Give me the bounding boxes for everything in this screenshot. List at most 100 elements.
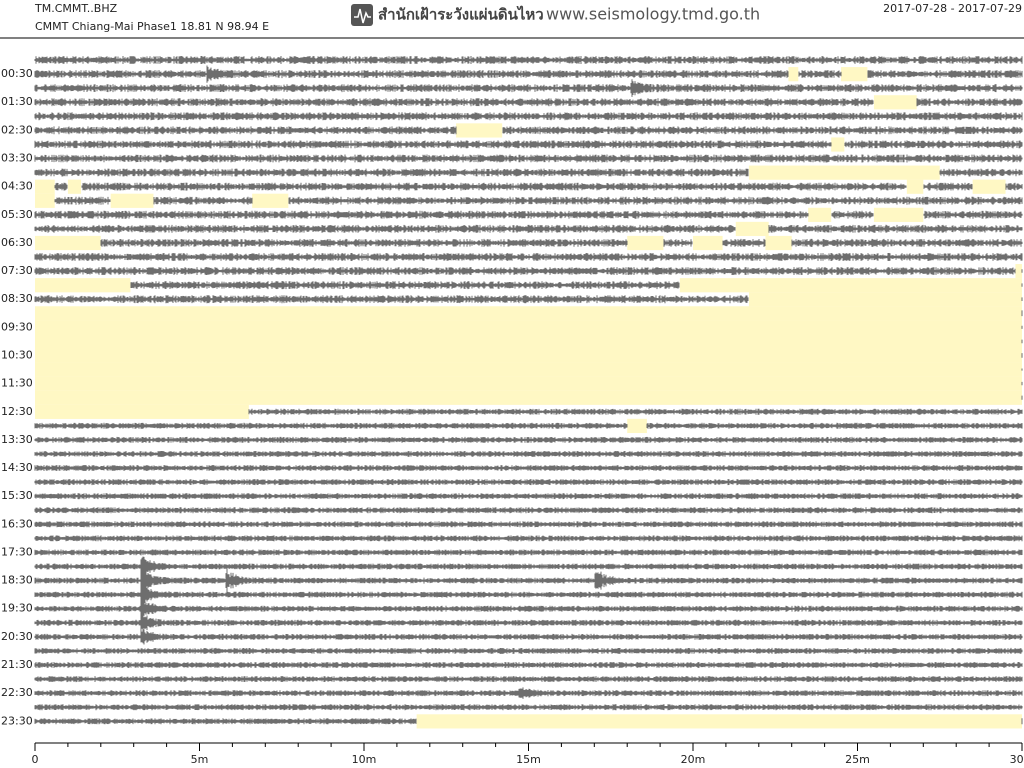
trace [34,567,1023,594]
time-label: 06:30 [1,236,33,249]
time-label: 08:30 [1,292,33,305]
time-label: 17:30 [1,545,33,558]
time-label: 13:30 [1,433,33,446]
time-label: 20:30 [1,630,33,643]
gap [456,123,503,138]
gap [1015,264,1022,279]
time-label: 15:30 [1,489,33,502]
gap [627,418,647,434]
trace [54,196,1023,205]
trace [34,718,1023,725]
time-label: 04:30 [1,180,33,193]
logo-text: สำนักเฝ้าระวังแผ่นดินไหว [378,5,544,24]
trace [34,647,1023,654]
trace [34,65,1023,83]
time-label: 11:30 [1,377,33,390]
gap [873,207,924,222]
x-tick-label: 0 [32,753,39,766]
station: TM.CMMT..BHZ [34,2,118,15]
trace [248,408,1023,415]
gap [35,404,249,419]
gap [35,306,1022,321]
trace [34,436,1023,443]
trace [34,168,1023,177]
trace [100,238,1023,247]
gap [788,67,799,82]
trace [34,479,1023,486]
time-label: 14:30 [1,461,33,474]
time-label: 01:30 [1,95,33,108]
traces [34,56,1023,725]
date-range: 2017-07-28 - 2017-07-29 [883,2,1022,15]
gap [748,292,1022,307]
gap [35,376,1022,391]
time-label: 16:30 [1,517,33,530]
time-label: 07:30 [1,264,33,277]
trace [34,98,1023,107]
gap [35,334,1022,349]
trace [34,140,1023,149]
time-label: 19:30 [1,602,33,615]
time-label: 05:30 [1,208,33,221]
time-label: 21:30 [1,658,33,671]
x-tick-label: 15m [516,753,541,766]
logo-wave [354,8,371,24]
x-tick-label: 10m [352,753,377,766]
x-tick-label: 25m [845,753,870,766]
trace [34,112,1023,121]
gap [627,235,664,251]
gap [906,179,924,194]
time-label: 18:30 [1,574,33,587]
gap [35,390,1022,405]
gap [416,714,1022,729]
trace [34,267,1023,275]
gap [873,95,917,110]
trace [130,281,1023,290]
trace [34,210,1023,219]
time-label: 09:30 [1,320,33,333]
time-label: 10:30 [1,348,33,361]
gap [67,179,82,194]
gap [765,235,792,251]
time-label: 12:30 [1,405,33,418]
gap [972,179,1006,194]
gap [252,193,289,208]
time-label: 23:30 [1,714,33,727]
trace [34,451,1023,457]
trace [34,676,1023,683]
trace [34,224,1023,233]
gap [679,278,1022,293]
time-label: 00:30 [1,67,33,80]
gap [808,207,832,222]
gap [831,137,845,152]
gap [35,348,1022,363]
gap [735,221,769,237]
trace [34,507,1023,514]
gap [841,67,868,82]
trace [34,253,1023,261]
location: CMMT Chiang-Mai Phase1 18.81 N 98.94 E [35,20,269,33]
gap [35,278,131,293]
x-tick-label: 20m [681,753,706,766]
trace [34,535,1023,542]
gap [748,165,940,180]
trace [54,182,1023,191]
gap [35,193,55,208]
gap [35,179,55,194]
website: www.seismology.tmd.go.th [546,5,760,24]
trace [34,687,1023,699]
trace [34,629,1023,645]
trace [34,295,1023,304]
time-label: 02:30 [1,123,33,136]
trace [34,611,1023,635]
trace [34,465,1023,471]
gap [35,362,1022,377]
gap [35,320,1022,335]
trace [34,521,1023,528]
time-label: 22:30 [1,686,33,699]
trace [34,422,1023,429]
trace [34,493,1023,500]
trace [34,126,1023,135]
trace [34,154,1023,163]
time-label: 03:30 [1,151,33,164]
